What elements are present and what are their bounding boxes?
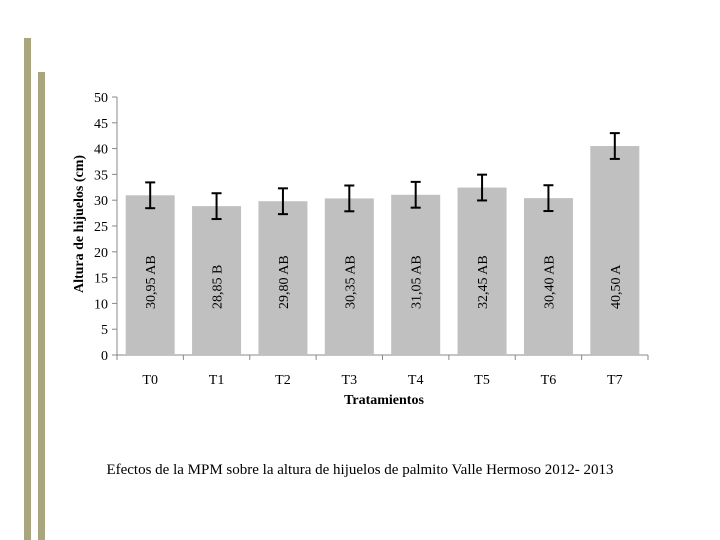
data-label-T0: 30,95 AB: [144, 255, 159, 309]
bar-T3: [324, 198, 374, 355]
error-bar-T7: [609, 132, 620, 160]
y-tick-label-8: 40: [94, 143, 108, 158]
y-tick-label-6: 30: [94, 194, 108, 209]
x-tick-label-T1: T1: [209, 373, 225, 388]
y-tick-label-5: 25: [94, 220, 108, 235]
x-tick-label-T2: T2: [275, 373, 291, 388]
error-bar-T6: [543, 184, 554, 213]
bar-T4: [391, 194, 441, 355]
bar-T5: [457, 187, 507, 355]
decorative-bar-inner: [38, 72, 45, 540]
error-bar-T2: [277, 187, 288, 216]
x-tick-label-T4: T4: [408, 373, 424, 388]
y-tick-label-7: 35: [94, 168, 108, 183]
data-label-T4: 31,05 AB: [410, 255, 425, 309]
y-tick-label-1: 5: [101, 323, 108, 338]
x-tick-label-T3: T3: [342, 373, 358, 388]
y-tick-label-0: 0: [101, 349, 108, 364]
data-label-T5: 32,45 AB: [476, 255, 491, 309]
y-tick-label-3: 15: [94, 272, 108, 287]
error-bar-T3: [344, 184, 355, 213]
error-bar-T4: [410, 180, 421, 209]
error-bar-T5: [477, 173, 488, 202]
chart-axes: 0 5 10 15 20 25 30 35 40 45 50: [94, 91, 649, 364]
x-tick-label-T6: T6: [541, 373, 557, 388]
y-tick-label-9: 45: [94, 117, 108, 132]
data-label-T3: 30,35 AB: [343, 255, 358, 309]
x-tick-label-T5: T5: [474, 373, 490, 388]
x-tick-label-T0: T0: [142, 373, 158, 388]
chart-bars: [125, 132, 640, 355]
y-tick-label-10: 50: [94, 91, 108, 106]
bar-T0: [125, 195, 175, 355]
x-tick-label-T7: T7: [607, 373, 623, 388]
chart-labels: T0 30,95 AB T1 28,85 B T2 29,80 AB T3 30,35 AB T…: [142, 255, 623, 388]
error-bar-T0: [145, 181, 156, 210]
y-axis-label: Altura de hijuelos (cm): [72, 155, 87, 293]
figure-caption: Efectos de la MPM sobre la altura de hij…: [106, 462, 614, 478]
error-bar-T1: [211, 192, 222, 221]
data-label-T6: 30,40 AB: [542, 255, 557, 309]
bar-T7: [590, 146, 640, 355]
y-tick-label-4: 20: [94, 246, 108, 261]
data-label-T2: 29,80 AB: [277, 255, 292, 309]
x-axis-label: Tratamientos: [344, 393, 424, 408]
bar-T6: [523, 198, 573, 355]
bar-T2: [258, 201, 308, 355]
decorative-bar-left: [24, 38, 31, 540]
bar-T1: [192, 206, 242, 355]
y-tick-label-2: 10: [94, 297, 108, 312]
data-label-T7: 40,50 A: [609, 264, 624, 309]
data-label-T1: 28,85 B: [211, 265, 226, 309]
